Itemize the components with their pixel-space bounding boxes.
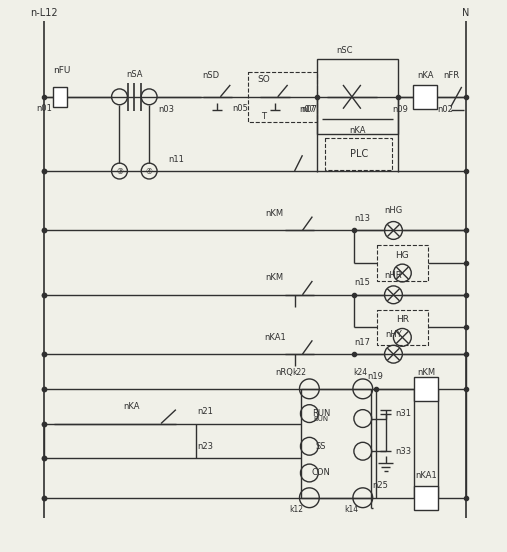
Text: RUN: RUN	[312, 409, 331, 418]
Text: n03: n03	[158, 105, 174, 114]
Text: n23: n23	[198, 442, 213, 451]
Text: n13: n13	[354, 214, 370, 223]
Bar	[377, 310, 428, 346]
Text: ③: ③	[116, 167, 123, 176]
Text: SS: SS	[316, 442, 327, 451]
Text: n07: n07	[300, 105, 315, 114]
Text: nKA: nKA	[417, 71, 433, 79]
Text: k24: k24	[354, 368, 368, 376]
Text: nSC: nSC	[337, 46, 353, 55]
Bar	[302, 389, 371, 498]
Text: nKM: nKM	[417, 368, 435, 376]
Text: n17: n17	[354, 338, 370, 347]
Text: nKA: nKA	[123, 402, 139, 411]
Text: nSD: nSD	[202, 71, 219, 79]
Text: nRQ: nRQ	[276, 368, 294, 376]
Text: N: N	[462, 8, 469, 18]
Bar	[325, 139, 392, 170]
Text: n33: n33	[395, 447, 411, 456]
Text: T: T	[262, 112, 266, 121]
Text: n09: n09	[392, 105, 408, 114]
Text: n-L12: n-L12	[30, 8, 58, 18]
Text: nKA: nKA	[350, 126, 366, 135]
Text: k22: k22	[293, 368, 307, 376]
Text: nKA1: nKA1	[264, 333, 285, 342]
Bar	[53, 87, 67, 107]
Text: n05: n05	[232, 104, 248, 113]
Text: n11: n11	[168, 155, 184, 164]
Text: n01: n01	[37, 104, 52, 113]
Text: nFR: nFR	[443, 71, 459, 79]
Bar	[414, 486, 438, 509]
Bar	[413, 85, 437, 109]
Text: nKM: nKM	[266, 209, 284, 218]
Text: PLC: PLC	[350, 149, 368, 159]
Text: CON: CON	[312, 469, 331, 477]
Text: n07: n07	[301, 105, 317, 114]
Text: k12: k12	[289, 505, 304, 514]
Text: nFU: nFU	[53, 66, 71, 75]
Text: nHY: nHY	[385, 330, 402, 339]
Text: nKM: nKM	[266, 273, 284, 283]
Text: n02: n02	[437, 105, 453, 114]
Bar	[414, 377, 438, 401]
Text: nSA: nSA	[126, 70, 142, 78]
Bar	[248, 72, 317, 121]
Text: n25: n25	[373, 481, 388, 490]
Text: n15: n15	[354, 278, 370, 288]
Text: nHG: nHG	[384, 206, 403, 215]
Text: n21: n21	[198, 407, 213, 416]
Text: nKA1: nKA1	[415, 471, 437, 480]
Text: nHR: nHR	[385, 270, 402, 279]
Text: HG: HG	[395, 251, 409, 259]
Text: HR: HR	[396, 315, 409, 324]
Text: SO: SO	[258, 75, 270, 83]
Text: BUN: BUN	[314, 416, 329, 422]
Bar	[317, 59, 399, 135]
Text: n31: n31	[395, 409, 411, 418]
Text: k14: k14	[344, 505, 358, 514]
Text: n19: n19	[368, 373, 384, 381]
Text: ④: ④	[146, 167, 153, 176]
Bar	[377, 245, 428, 281]
